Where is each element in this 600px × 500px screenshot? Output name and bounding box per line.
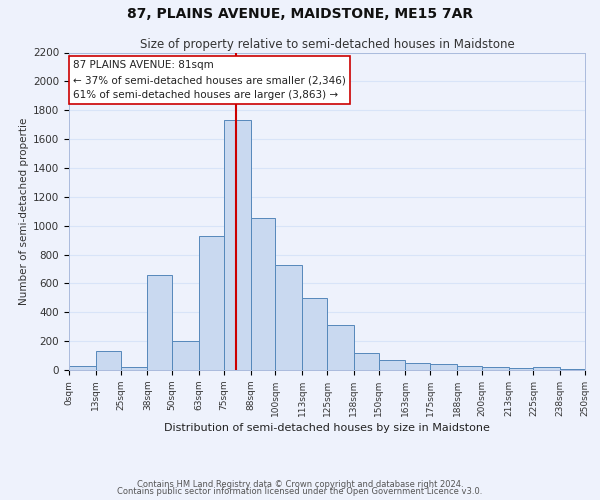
Text: Contains public sector information licensed under the Open Government Licence v3: Contains public sector information licen…: [118, 487, 482, 496]
Bar: [96, 351, 121, 370]
Bar: [560, 368, 585, 370]
Bar: [457, 366, 482, 370]
Bar: [533, 367, 560, 370]
Y-axis label: Number of semi-detached propertie: Number of semi-detached propertie: [19, 118, 29, 305]
Text: 87 PLAINS AVENUE: 81sqm
← 37% of semi-detached houses are smaller (2,346)
61% of: 87 PLAINS AVENUE: 81sqm ← 37% of semi-de…: [73, 60, 346, 100]
Bar: [275, 264, 302, 370]
Bar: [354, 352, 379, 370]
Bar: [69, 366, 96, 370]
Bar: [482, 367, 509, 370]
Bar: [199, 236, 224, 370]
Bar: [121, 367, 148, 370]
Bar: [224, 120, 251, 370]
X-axis label: Distribution of semi-detached houses by size in Maidstone: Distribution of semi-detached houses by …: [164, 423, 490, 433]
Bar: [430, 364, 457, 370]
Bar: [172, 341, 199, 370]
Bar: [509, 368, 533, 370]
Bar: [148, 275, 172, 370]
Title: Size of property relative to semi-detached houses in Maidstone: Size of property relative to semi-detach…: [140, 38, 514, 52]
Bar: [327, 326, 354, 370]
Bar: [406, 363, 430, 370]
Bar: [379, 360, 406, 370]
Bar: [302, 298, 327, 370]
Text: 87, PLAINS AVENUE, MAIDSTONE, ME15 7AR: 87, PLAINS AVENUE, MAIDSTONE, ME15 7AR: [127, 8, 473, 22]
Text: Contains HM Land Registry data © Crown copyright and database right 2024.: Contains HM Land Registry data © Crown c…: [137, 480, 463, 489]
Bar: [251, 218, 275, 370]
